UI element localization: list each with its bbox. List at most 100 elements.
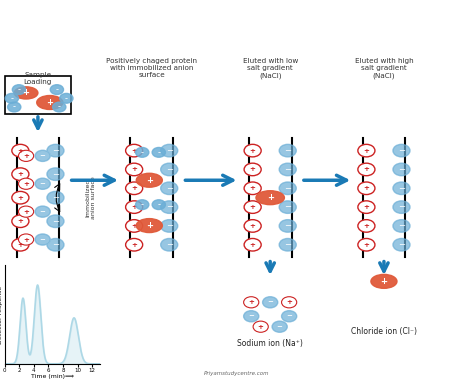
Text: -: - [58, 103, 61, 111]
Text: Ion Exchange Chromatography: Ion Exchange Chromatography [104, 8, 370, 22]
Text: −: − [284, 165, 291, 174]
Text: Positively chaged protein
with immobilized anion
surface: Positively chaged protein with immobiliz… [106, 58, 197, 78]
Text: −: − [166, 184, 173, 193]
Circle shape [35, 234, 50, 245]
Text: −: − [166, 165, 173, 174]
Circle shape [393, 201, 410, 213]
Circle shape [244, 144, 261, 157]
Text: +: + [131, 242, 137, 248]
Circle shape [47, 144, 64, 157]
Circle shape [358, 201, 375, 213]
Text: +: + [250, 166, 255, 172]
Circle shape [358, 144, 375, 157]
Circle shape [18, 206, 34, 217]
Circle shape [47, 191, 64, 204]
Circle shape [161, 220, 178, 232]
Text: +: + [18, 171, 23, 177]
Text: −: − [398, 146, 405, 155]
Circle shape [12, 168, 29, 180]
Circle shape [5, 94, 18, 103]
Circle shape [393, 144, 410, 157]
Circle shape [47, 215, 64, 227]
Circle shape [358, 220, 375, 232]
Text: -: - [157, 200, 160, 209]
Text: −: − [248, 313, 254, 319]
Text: +: + [364, 242, 369, 248]
Text: −: − [284, 221, 291, 230]
Text: +: + [258, 324, 264, 330]
Circle shape [126, 144, 143, 157]
Text: +: + [131, 185, 137, 191]
Circle shape [279, 163, 296, 176]
Text: −: − [166, 240, 173, 249]
Text: +: + [131, 166, 137, 172]
Text: +: + [364, 223, 369, 229]
Text: +: + [364, 185, 369, 191]
Circle shape [393, 220, 410, 232]
Text: −: − [166, 221, 173, 230]
Text: Chloride ion (Cl⁻): Chloride ion (Cl⁻) [351, 327, 417, 336]
Circle shape [393, 163, 410, 176]
Circle shape [244, 201, 261, 213]
Text: +: + [23, 208, 29, 215]
Circle shape [358, 163, 375, 176]
Ellipse shape [137, 219, 162, 233]
Text: +: + [250, 147, 255, 153]
Circle shape [279, 182, 296, 194]
Circle shape [35, 178, 50, 190]
Circle shape [244, 182, 261, 194]
Text: +: + [23, 236, 29, 243]
Text: -: - [157, 148, 160, 157]
Circle shape [8, 102, 21, 112]
Circle shape [12, 215, 29, 227]
Text: +: + [18, 242, 23, 248]
Circle shape [18, 234, 34, 245]
Text: +: + [18, 195, 23, 201]
Text: −: − [52, 217, 59, 226]
Text: -: - [10, 94, 13, 103]
Text: −: − [166, 203, 173, 211]
Text: Eluted with high
salt gradient
(NaCl): Eluted with high salt gradient (NaCl) [355, 58, 413, 79]
Circle shape [161, 144, 178, 157]
Text: +: + [46, 98, 53, 107]
Circle shape [18, 178, 34, 190]
Circle shape [12, 85, 26, 94]
Text: −: − [398, 240, 405, 249]
Circle shape [47, 168, 64, 180]
Text: −: − [52, 170, 59, 179]
Circle shape [244, 220, 261, 232]
Text: −: − [267, 299, 273, 305]
Text: −: − [40, 208, 46, 215]
Circle shape [60, 94, 73, 103]
Text: −: − [40, 236, 46, 243]
Ellipse shape [137, 173, 162, 187]
Text: +: + [364, 166, 369, 172]
Text: +: + [364, 204, 369, 210]
Text: +: + [267, 193, 273, 202]
Circle shape [35, 234, 50, 245]
Text: -: - [13, 103, 16, 111]
Circle shape [272, 321, 287, 332]
Text: -: - [65, 94, 68, 103]
Y-axis label: Detector response: Detector response [0, 285, 3, 344]
Ellipse shape [256, 191, 284, 205]
Circle shape [126, 220, 143, 232]
Text: −: − [398, 221, 405, 230]
Ellipse shape [36, 96, 63, 110]
Circle shape [126, 182, 143, 194]
Text: −: − [277, 324, 283, 330]
Circle shape [12, 144, 29, 157]
Circle shape [35, 178, 50, 190]
Circle shape [35, 206, 50, 217]
Text: -: - [141, 148, 144, 157]
Text: −: − [284, 184, 291, 193]
Text: +: + [18, 147, 23, 153]
Circle shape [152, 147, 165, 157]
Circle shape [161, 163, 178, 176]
Text: +: + [286, 299, 292, 305]
Text: +: + [381, 277, 387, 286]
Text: +: + [146, 176, 153, 185]
Text: +: + [23, 153, 29, 159]
Text: −: − [284, 146, 291, 155]
Text: −: − [381, 277, 387, 286]
